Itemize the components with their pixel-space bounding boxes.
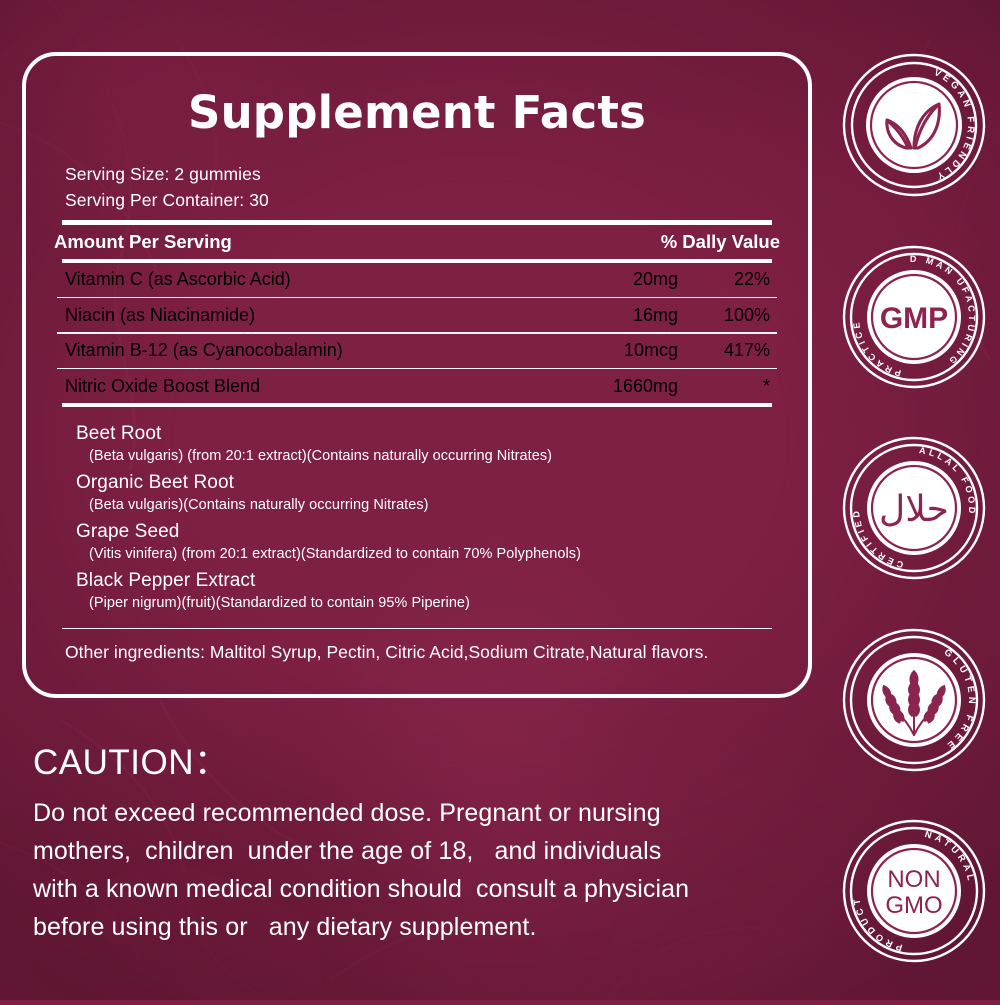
- nutrition-table: Amount Per Serving % Dally Value: [54, 225, 780, 259]
- table-row: Nitric Oxide Boost Blend 1660mg *: [54, 369, 780, 403]
- proprietary-blend-list: Beet Root (Beta vulgaris) (from 20:1 ext…: [76, 421, 780, 614]
- other-ingredients-text: Other ingredients: Maltitol Syrup, Pecti…: [65, 642, 709, 663]
- nutrient-amount: 16mg: [632, 304, 678, 325]
- badge-center-text: حلال: [879, 489, 949, 530]
- badge-center-text-line2: GMO: [885, 892, 942, 919]
- certification-badges: VEGAN FRIENDLY GMP GOOD MAN UFACTURING P…: [828, 52, 1000, 964]
- row-divider: [57, 332, 777, 334]
- serving-size-text: Serving Size: 2 gummies: [65, 164, 261, 184]
- nutrient-daily-value: 100%: [723, 304, 770, 325]
- badge-non-gmo: NON GMO NATURAL PRODUCT: [841, 818, 987, 964]
- table-header-spacer: [352, 225, 482, 259]
- row-divider: [57, 367, 777, 370]
- blend-ingredient-name: Black Pepper Extract: [76, 569, 256, 591]
- row-divider: [57, 296, 777, 299]
- blend-item: Beet Root (Beta vulgaris) (from 20:1 ext…: [76, 421, 780, 467]
- table-row: Niacin (as Niacinamide) 16mg 100%: [54, 298, 780, 332]
- blend-ingredient-detail: (Beta vulgaris)(Contains naturally occur…: [89, 496, 429, 513]
- badge-gmp: GMP GOOD MAN UFACTURING PRACTICE: [841, 244, 987, 390]
- supplement-facts-panel: Supplement Facts Serving Size: 2 gummies…: [22, 52, 812, 698]
- serving-info: Serving Size: 2 gummies Serving Per Cont…: [65, 161, 780, 213]
- blend-ingredient-detail: (Piper nigrum)(fruit)(Standardized to co…: [89, 594, 470, 611]
- blend-item: Black Pepper Extract (Piper nigrum)(frui…: [76, 568, 780, 614]
- nutrition-rows: Vitamin C (as Ascorbic Acid) 20mg 22% Ni…: [54, 263, 780, 404]
- blend-ingredient-name: Organic Beet Root: [76, 471, 235, 493]
- badge-vegan-friendly: VEGAN FRIENDLY: [841, 52, 987, 198]
- nutrient-name: Nitric Oxide Boost Blend: [65, 375, 261, 396]
- blend-ingredient-name: Beet Root: [76, 422, 162, 444]
- blend-top-rule: [62, 403, 772, 407]
- badge-center-text-line1: NON: [887, 866, 940, 893]
- nutrient-amount: 1660mg: [612, 375, 678, 396]
- other-ingredients-rule: [62, 627, 772, 630]
- table-header-rule: [62, 259, 772, 263]
- nutrient-daily-value: 417%: [723, 340, 770, 361]
- page-title: Supplement Facts: [187, 86, 647, 139]
- nutrient-name: Vitamin B-12 (as Cyanocobalamin): [65, 340, 343, 361]
- caution-body-text: Do not exceed recommended dose. Pregnant…: [33, 799, 690, 941]
- nutrient-amount: 20mg: [632, 269, 678, 289]
- blend-ingredient-name: Grape Seed: [76, 520, 180, 542]
- nutrient-amount: 10mcg: [623, 340, 678, 361]
- nutrient-name: Vitamin C (as Ascorbic Acid): [65, 269, 291, 289]
- nutrient-name: Niacin (as Niacinamide): [65, 304, 256, 325]
- blend-ingredient-detail: (Beta vulgaris) (from 20:1 extract)(Cont…: [89, 447, 553, 464]
- badge-gluten-free: GLUTEN FREE: [841, 627, 987, 773]
- blend-ingredient-detail: (Vitis vinifera) (from 20:1 extract)(Sta…: [89, 545, 581, 562]
- table-row: Vitamin B-12 (as Cyanocobalamin) 10mcg 4…: [54, 334, 780, 368]
- blend-item: Organic Beet Root (Beta vulgaris)(Contai…: [76, 470, 780, 516]
- table-header-row: Amount Per Serving % Dally Value: [54, 225, 780, 259]
- nutrient-daily-value: *: [762, 375, 770, 396]
- blend-item: Grape Seed (Vitis vinifera) (from 20:1 e…: [76, 519, 780, 565]
- badge-halal: حلال HALLAL FOOD CERTIFIED: [841, 435, 987, 581]
- nutrient-daily-value: 22%: [733, 269, 770, 289]
- table-header-dv-label: % Dally Value: [660, 231, 780, 252]
- serving-per-container-text: Serving Per Container: 30: [65, 190, 269, 210]
- caution-section: CAUTION： Do not exceed recommended dose.…: [33, 742, 823, 946]
- table-top-rule: [62, 220, 772, 225]
- caution-heading: CAUTION：: [33, 743, 230, 782]
- table-row: Vitamin C (as Ascorbic Acid) 20mg 22%: [54, 263, 780, 297]
- badge-center-text: GMP: [880, 302, 948, 335]
- table-header-amount-label: Amount Per Serving: [54, 231, 232, 252]
